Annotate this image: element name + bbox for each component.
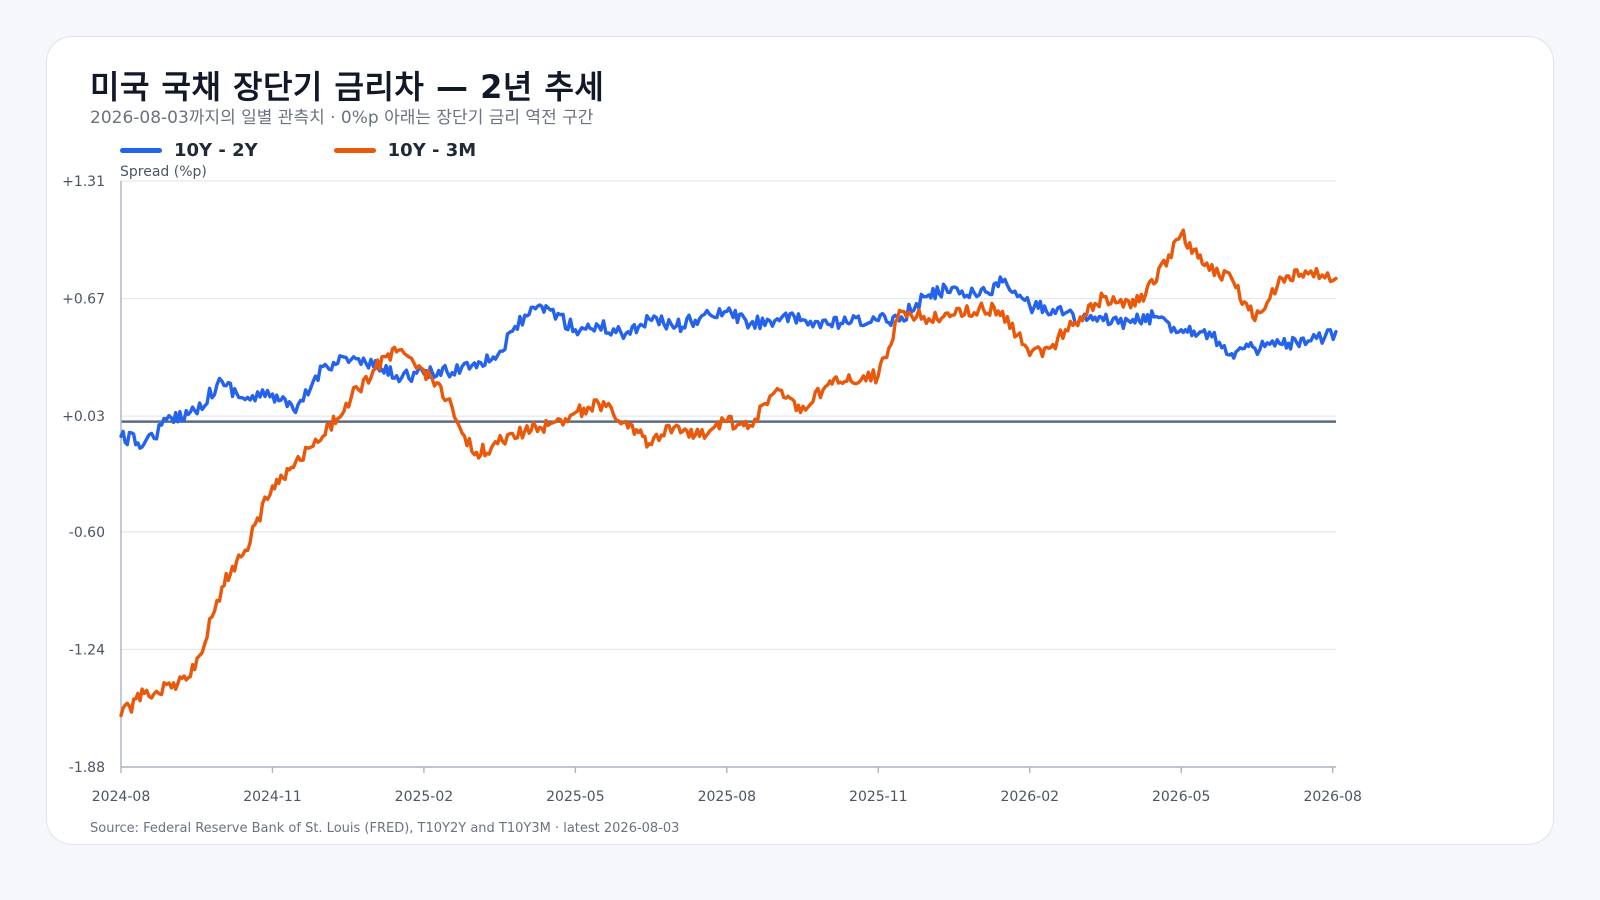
x-tick-label: 2024-11 [243,789,302,805]
legend-label-10y-2y: 10Y - 2Y [174,139,258,161]
series-line-10y-3m [119,228,1338,718]
chart-legend: 10Y - 2Y 10Y - 3M [120,138,552,162]
legend-swatch-10y-3m [333,147,376,153]
y-tick-label: +0.67 [62,292,105,308]
series-layer [119,228,1338,718]
legend-item-10y-3m: 10Y - 3M [333,139,477,161]
x-tick-label: 2025-05 [546,789,605,805]
chart-title: 미국 국채 장단기 금리차 — 2년 추세 [90,68,605,106]
x-tick-label: 2026-08 [1303,789,1362,805]
legend-swatch-10y-2y [120,147,162,153]
y-tick-label: +0.03 [62,409,105,425]
x-tick-label: 2024-08 [92,789,151,805]
x-tick-label: 2025-08 [698,789,757,805]
y-tick-label: -0.60 [69,525,105,541]
y-tick-label: -1.88 [69,760,105,776]
x-tick-label: 2025-11 [849,789,908,805]
legend-item-10y-2y: 10Y - 2Y [120,140,258,161]
legend-label-10y-3m: 10Y - 3M [387,139,477,161]
x-tick-label: 2025-02 [395,789,454,805]
x-tick-label: 2026-02 [1001,789,1060,805]
series-line-10y-2y [119,275,1338,450]
x-tick-label: 2026-05 [1152,789,1211,805]
chart-subtitle: 2026-08-03까지의 일별 관측치 · 0%p 아래는 장단기 금리 역전… [90,108,594,128]
chart-card [46,36,1554,845]
source-note: Source: Federal Reserve Bank of St. Loui… [90,821,680,836]
grid-layer [121,180,1336,651]
y-axis-title: Spread (%p) [120,164,207,180]
y-tick-label: -1.24 [69,642,105,658]
y-tick-label: +1.31 [62,174,105,190]
axis-layer: -1.88 -1.24 -0.60 +0.03 +0.67 +1.31 2024-08 202… [62,174,1362,805]
